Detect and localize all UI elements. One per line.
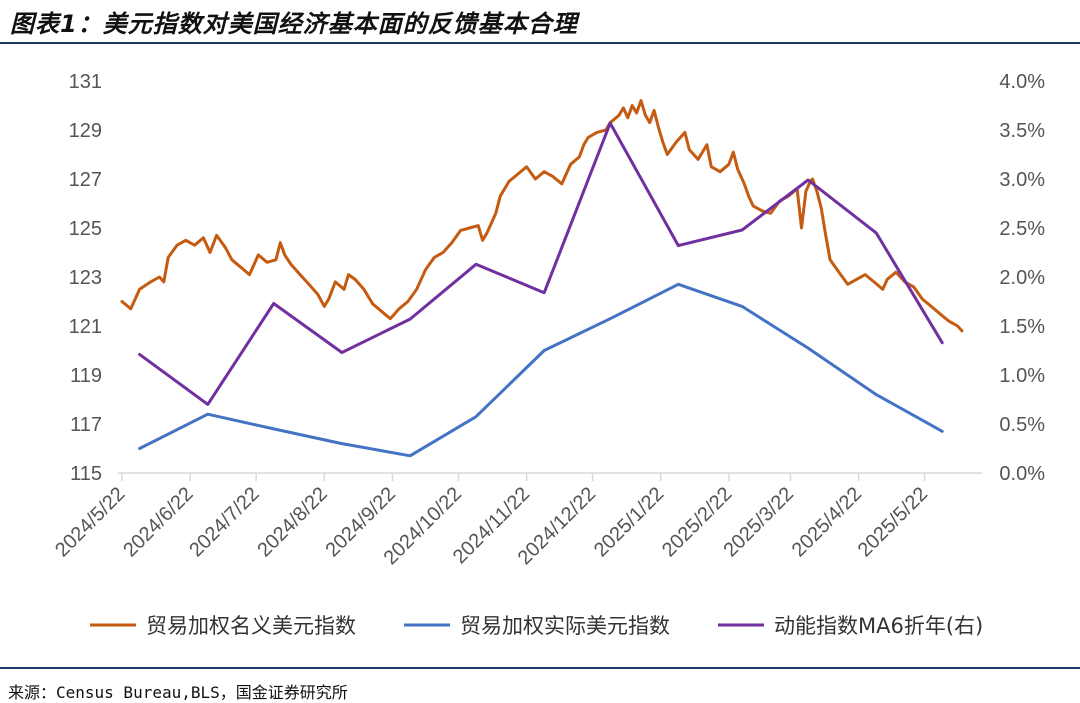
- right-tick-label: 2.5%: [999, 218, 1045, 240]
- right-tick-label: 2.0%: [999, 267, 1045, 289]
- legend: 贸易加权名义美元指数 贸易加权实际美元指数 动能指数MA6折年(右): [90, 614, 983, 638]
- x-tick-label: 2024/8/22: [253, 483, 331, 561]
- source-note: 来源：Census Bureau,BLS，国金证券研究所: [8, 683, 348, 702]
- left-tick-label: 131: [69, 71, 102, 93]
- legend-label: 动能指数MA6折年(右): [774, 614, 983, 638]
- x-tick-label: 2024/6/22: [119, 483, 197, 561]
- right-tick-label: 0.5%: [999, 414, 1045, 436]
- right-axis-ticks: 4.0% 3.5% 3.0% 2.5% 2.0% 1.5% 1.0% 0.5% 0.0%: [999, 71, 1045, 485]
- left-tick-label: 125: [69, 218, 102, 240]
- right-tick-label: 1.0%: [999, 365, 1045, 387]
- right-tick-label: 3.0%: [999, 169, 1045, 191]
- x-tick-label: 2025/4/22: [788, 483, 866, 561]
- left-tick-label: 129: [69, 120, 102, 142]
- left-tick-label: 123: [69, 267, 102, 289]
- nominal-index-line: [120, 99, 964, 333]
- legend-label: 贸易加权名义美元指数: [146, 614, 356, 638]
- x-tick-label: 2025/5/22: [854, 483, 932, 561]
- x-tick-label: 2024/5/22: [51, 483, 129, 561]
- x-axis-ticks: 2024/5/222024/6/222024/7/222024/8/222024…: [51, 473, 932, 569]
- line-chart: 131 129 127 125 123 121 119 117 115 4.0% 3.5% 3.0%…: [51, 71, 1045, 638]
- left-tick-label: 121: [69, 316, 102, 338]
- left-axis-ticks: 131 129 127 125 123 121 119 117 115: [69, 71, 102, 485]
- real-index-line: [138, 282, 944, 458]
- title-rule: [0, 42, 1080, 44]
- right-tick-label: 3.5%: [999, 120, 1045, 142]
- left-tick-label: 115: [70, 463, 102, 485]
- page-title: 图表1：美元指数对美国经济基本面的反馈基本合理: [10, 10, 578, 38]
- x-tick-label: 2025/1/22: [590, 483, 668, 561]
- right-tick-label: 4.0%: [999, 71, 1045, 93]
- left-tick-label: 117: [70, 414, 102, 436]
- momentum-index-line: [138, 121, 944, 406]
- series-lines: [120, 99, 964, 458]
- footer-rule: [0, 667, 1080, 669]
- legend-label: 贸易加权实际美元指数: [460, 614, 670, 638]
- right-tick-label: 0.0%: [999, 463, 1045, 485]
- left-tick-label: 127: [69, 169, 102, 191]
- right-tick-label: 1.5%: [999, 316, 1045, 338]
- x-tick-label: 2024/7/22: [185, 483, 263, 561]
- left-tick-label: 119: [70, 365, 102, 387]
